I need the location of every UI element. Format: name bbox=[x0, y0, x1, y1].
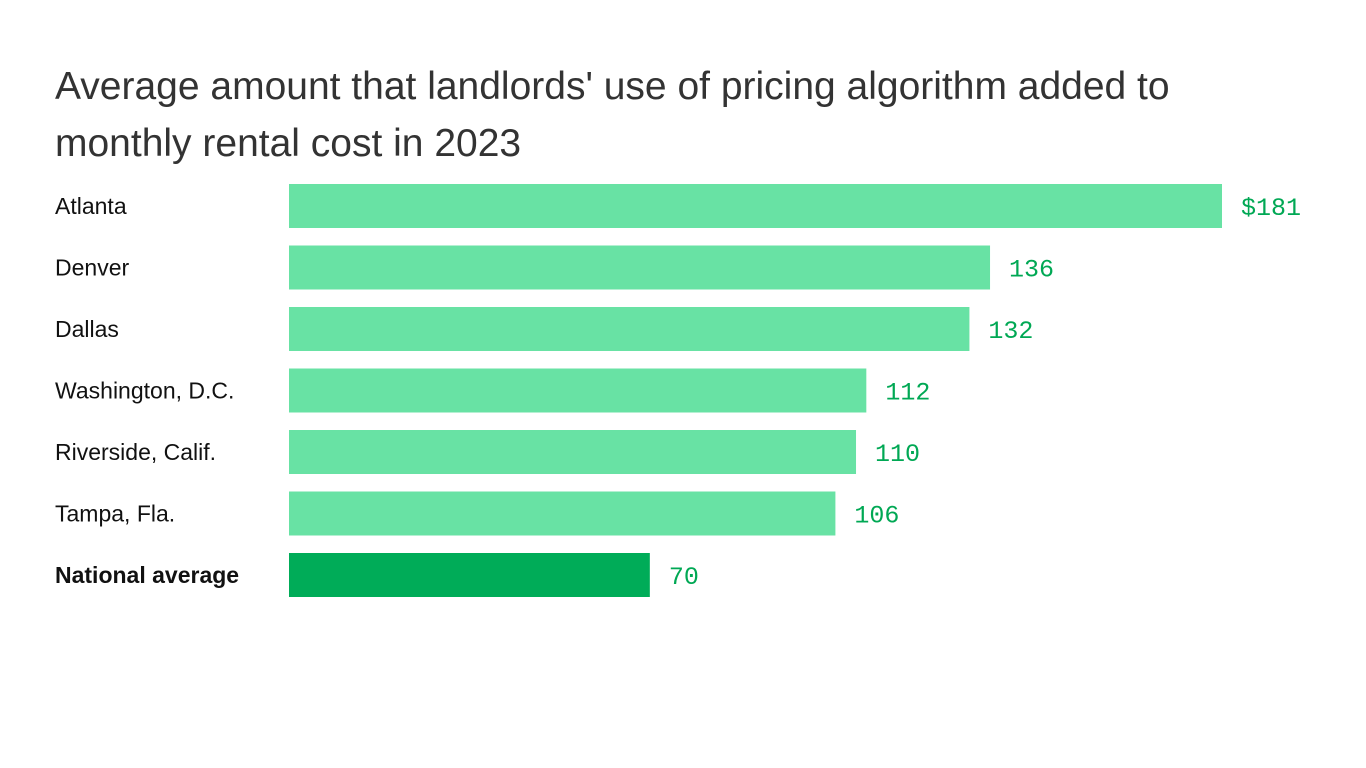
value-label: 136 bbox=[1009, 256, 1054, 285]
bar bbox=[289, 307, 970, 351]
chart-title: Average amount that landlords' use of pr… bbox=[55, 65, 1170, 165]
value-label: 132 bbox=[988, 317, 1033, 346]
value-label: 112 bbox=[885, 379, 930, 408]
value-label: 106 bbox=[854, 502, 899, 531]
bar bbox=[289, 430, 857, 474]
bar bbox=[289, 491, 836, 536]
category-label: Dallas bbox=[55, 316, 119, 342]
value-label: 70 bbox=[669, 563, 699, 592]
bar bbox=[289, 368, 867, 413]
bar bbox=[289, 184, 1222, 228]
category-label: Washington, D.C. bbox=[55, 378, 234, 404]
category-label: National average bbox=[55, 562, 239, 588]
value-label: $181 bbox=[1241, 194, 1301, 223]
bar bbox=[289, 245, 991, 290]
bar bbox=[289, 553, 650, 597]
category-label: Denver bbox=[55, 255, 129, 281]
category-label: Riverside, Calif. bbox=[55, 439, 216, 465]
category-label: Tampa, Fla. bbox=[55, 501, 175, 527]
category-label: Atlanta bbox=[55, 193, 127, 219]
value-label: 110 bbox=[875, 440, 920, 469]
